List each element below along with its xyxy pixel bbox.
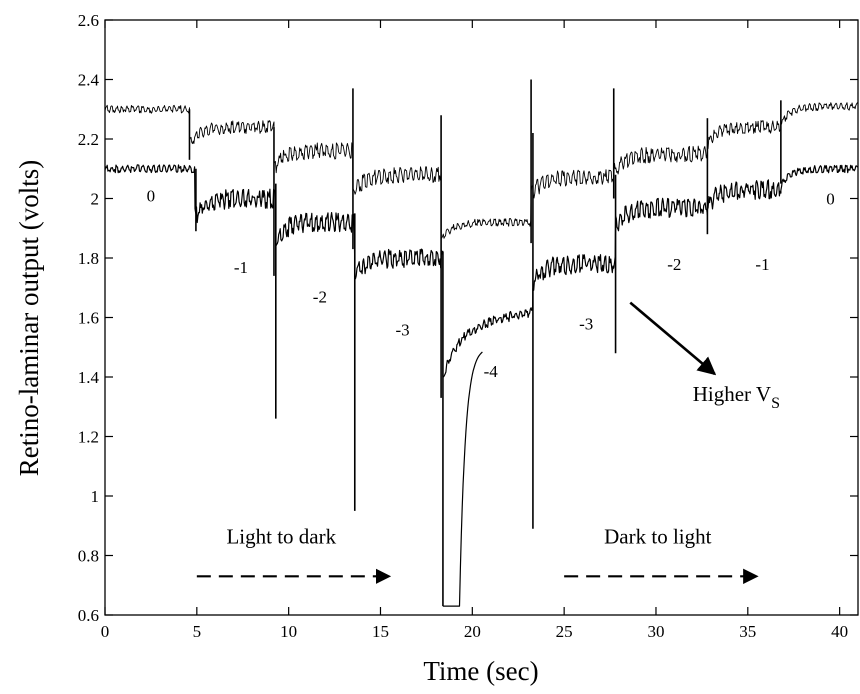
y-tick-label: 2.6 bbox=[78, 11, 99, 30]
level-label: -3 bbox=[579, 314, 593, 333]
trace-series-1 bbox=[104, 102, 859, 239]
level-label: -3 bbox=[395, 320, 409, 339]
higher-vs-label: Higher VS bbox=[693, 382, 780, 412]
x-tick-label: 15 bbox=[372, 622, 389, 641]
traces bbox=[104, 79, 859, 607]
level-label: -1 bbox=[234, 258, 248, 277]
x-axis-title: Time (sec) bbox=[423, 656, 538, 686]
x-tick-label: 10 bbox=[280, 622, 297, 641]
level-label: 0 bbox=[147, 186, 156, 205]
y-tick-label: 1.6 bbox=[78, 309, 99, 328]
y-tick-label: 1.8 bbox=[78, 249, 99, 268]
level-label: -4 bbox=[484, 362, 499, 381]
x-tick-label: 35 bbox=[739, 622, 756, 641]
y-tick-label: 1.4 bbox=[78, 368, 100, 387]
y-tick-label: 2.4 bbox=[78, 71, 100, 90]
level-labels: 0 -1 -2 -3 -4 -3 -2 -1 0 bbox=[147, 186, 835, 381]
x-tick-label: 20 bbox=[464, 622, 481, 641]
x-tick-label: 25 bbox=[556, 622, 573, 641]
y-tick-label: 2.2 bbox=[78, 130, 99, 149]
y-tick-label: 0.6 bbox=[78, 606, 99, 625]
y-axis-title: Retino-laminar output (volts) bbox=[14, 160, 44, 476]
level-label: -2 bbox=[667, 255, 681, 274]
annotations: Light to dark Dark to light Higher VS bbox=[196, 301, 780, 585]
y-tick-label: 1 bbox=[91, 487, 100, 506]
axis-ticks: 0 5 10 15 20 25 30 35 40 0.6 0.8 1 1.2 1.4 1.6 1.8 2 2.2 2… bbox=[78, 11, 858, 641]
trace-series-2 bbox=[104, 164, 859, 378]
level-label: 0 bbox=[826, 189, 835, 208]
x-tick-label: 0 bbox=[101, 622, 110, 641]
light-to-dark-label: Light to dark bbox=[226, 525, 336, 549]
x-tick-label: 40 bbox=[831, 622, 848, 641]
dark-to-light-label: Dark to light bbox=[604, 525, 711, 549]
level-label: -1 bbox=[755, 255, 769, 274]
level-label: -2 bbox=[313, 288, 327, 307]
y-tick-label: 0.8 bbox=[78, 547, 99, 566]
y-tick-label: 1.2 bbox=[78, 428, 99, 447]
higher-vs-arrow bbox=[629, 301, 717, 376]
x-tick-label: 30 bbox=[647, 622, 664, 641]
saturation-recovery bbox=[442, 351, 483, 607]
y-tick-label: 2 bbox=[91, 190, 100, 209]
plot-frame bbox=[104, 19, 859, 616]
x-tick-label: 5 bbox=[193, 622, 202, 641]
